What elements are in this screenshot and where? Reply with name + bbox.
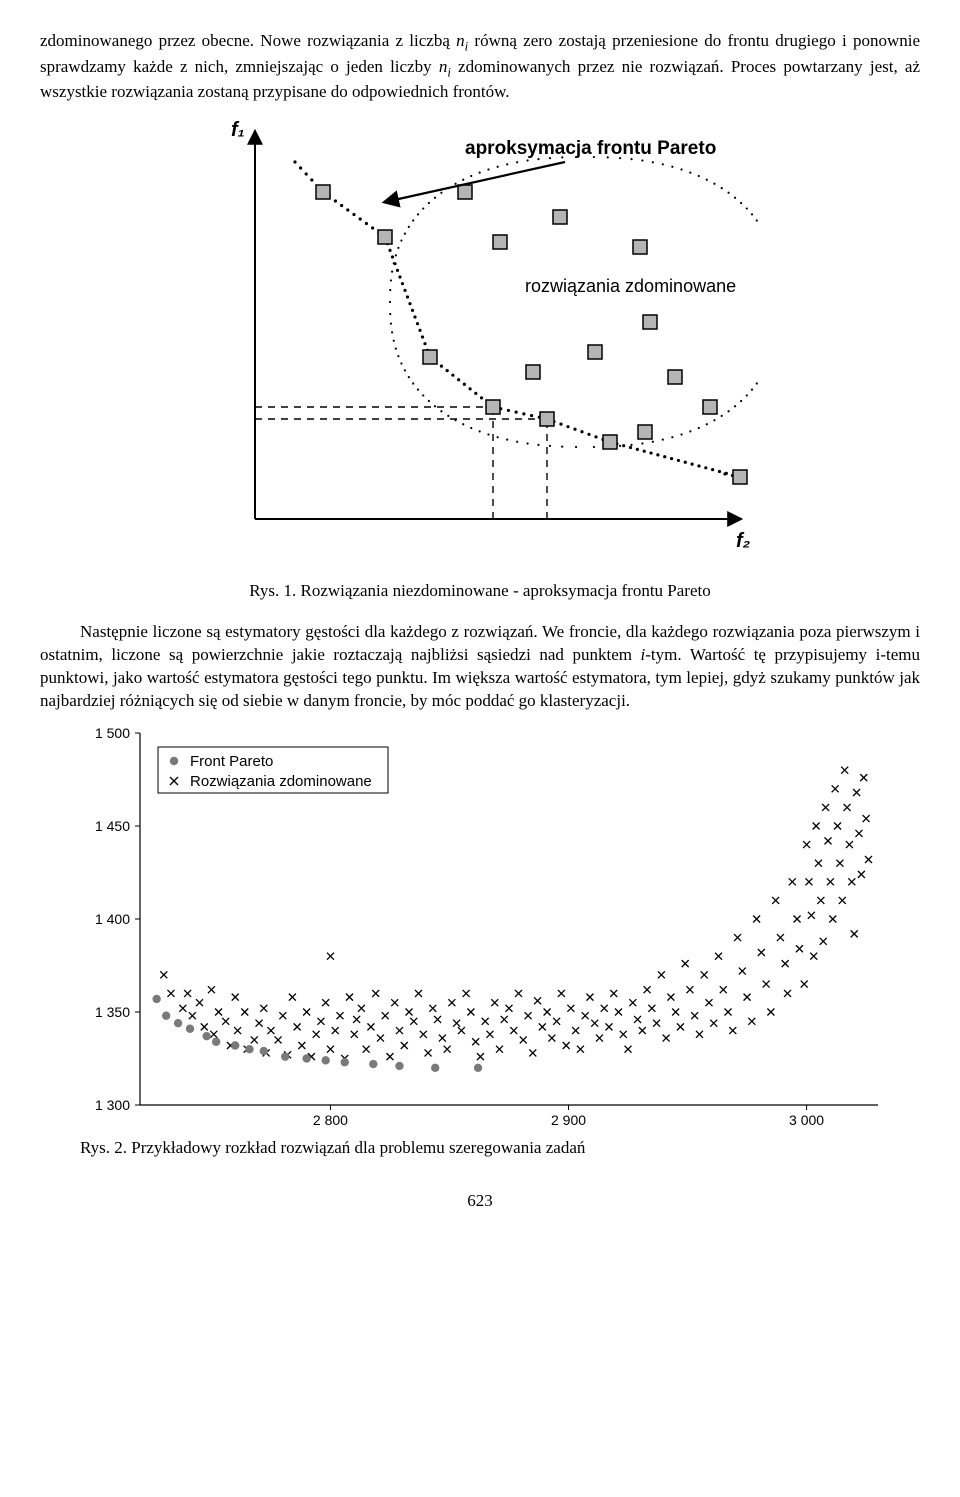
svg-text:aproksymacja frontu Pareto: aproksymacja frontu Pareto [465, 138, 716, 159]
svg-text:1 300: 1 300 [95, 1097, 130, 1113]
svg-text:f₁: f₁ [231, 119, 245, 141]
svg-text:Front Pareto: Front Pareto [190, 753, 273, 770]
figure-1-chart: f₁ f₂ aproksymacja frontu Pareto rozwiązani… [200, 114, 760, 574]
figure-1-caption: Rys. 1. Rozwiązania niezdominowane - apr… [40, 580, 920, 603]
svg-text:f₂: f₂ [736, 530, 751, 552]
paragraph-1: zdominowanego przez obecne. Nowe rozwiąz… [40, 30, 920, 104]
svg-text:1 400: 1 400 [95, 911, 130, 927]
paragraph-2: Następnie liczone są estymatory gęstości… [40, 621, 920, 713]
svg-text:1 350: 1 350 [95, 1004, 130, 1020]
svg-text:Rozwiązania zdominowane: Rozwiązania zdominowane [190, 773, 372, 790]
svg-text:rozwiązania zdominowane: rozwiązania zdominowane [525, 276, 736, 296]
page-number: 623 [40, 1190, 920, 1213]
figure-2-chart: 1 300 1 350 1 400 1 450 1 500 2 800 2 900 3 000… [70, 723, 890, 1133]
svg-text:2 900: 2 900 [551, 1112, 586, 1128]
svg-text:1 450: 1 450 [95, 818, 130, 834]
svg-text:2 800: 2 800 [313, 1112, 348, 1128]
figure-2-caption: Rys. 2. Przykładowy rozkład rozwiązań dl… [40, 1137, 920, 1160]
svg-text:3 000: 3 000 [789, 1112, 824, 1128]
svg-text:1 500: 1 500 [95, 725, 130, 741]
